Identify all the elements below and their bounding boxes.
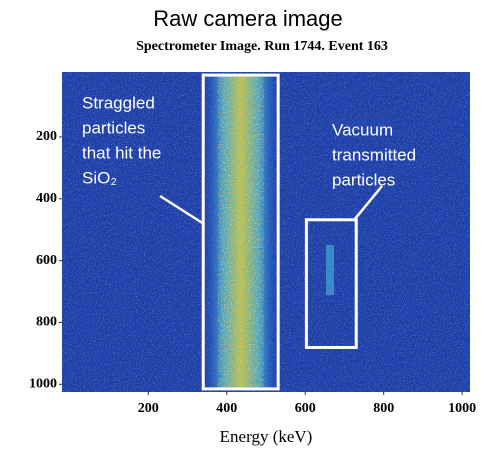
x-tick-label: 400 xyxy=(216,401,237,416)
annotation-text: particles xyxy=(332,170,395,189)
x-tick-label: 200 xyxy=(138,401,159,416)
x-tick-label: 800 xyxy=(373,401,394,416)
x-tick-label: 1000 xyxy=(448,401,476,416)
annotation-box xyxy=(201,73,280,391)
y-tick-label: 1000 xyxy=(29,376,57,391)
y-tick-label: 600 xyxy=(36,253,57,268)
plot-area xyxy=(62,72,470,392)
annotation-text: Vacuum xyxy=(332,120,393,139)
image-band-hot xyxy=(218,74,264,390)
annotation-text: Straggled xyxy=(82,93,155,112)
annotation-text: particles xyxy=(82,118,145,137)
annotation-leader xyxy=(159,194,204,225)
y-tick-label: 400 xyxy=(36,191,57,206)
annotation-box xyxy=(304,218,358,349)
x-tick-label: 600 xyxy=(295,401,316,416)
y-tick-label: 800 xyxy=(36,315,57,330)
y-tick-label: 200 xyxy=(36,129,57,144)
annotation-text: SiO₂ xyxy=(82,168,117,187)
image-streak xyxy=(326,245,334,295)
annotation-text: transmitted xyxy=(332,145,416,164)
chart-title: Raw camera image xyxy=(153,6,343,31)
chart-subtitle: Spectrometer Image. Run 1744. Event 163 xyxy=(136,39,388,54)
annotation-text: that hit the xyxy=(82,143,161,162)
annotation-leader xyxy=(353,185,383,221)
x-axis-label: Energy (keV) xyxy=(220,427,313,446)
